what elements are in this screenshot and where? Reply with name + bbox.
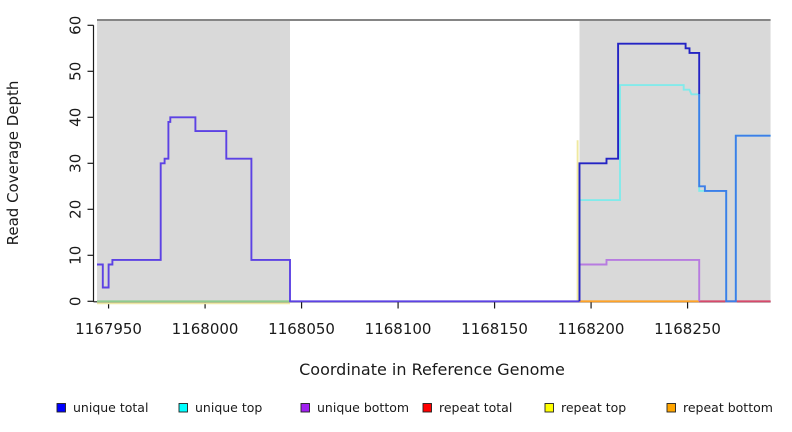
series-unique-total-line-3: [698, 94, 771, 303]
legend-marker-unique-bottom: [300, 403, 310, 413]
y-tick-label: 30: [67, 154, 85, 173]
legend-label-unique-bottom: unique bottom: [317, 400, 409, 415]
x-tick-label: 1168050: [268, 320, 335, 338]
legend-marker-unique-total: [56, 403, 66, 413]
y-tick-label: 50: [67, 62, 85, 81]
legend-marker-unique-top: [178, 403, 188, 413]
y-axis-title: Read Coverage Depth: [4, 81, 22, 246]
x-tick-label: 1168000: [172, 320, 239, 338]
x-tick-label: 1168200: [558, 320, 625, 338]
y-tick-label: 20: [67, 200, 85, 219]
legend-label-repeat-bottom: repeat bottom: [683, 400, 773, 415]
chart-generated-content: 0 10 20 30 40 50 60 1167950 1168000 1168050 116810…: [56, 16, 773, 415]
series-unique-total-line-2: [578, 42, 701, 302]
x-tick-label: 1168150: [461, 320, 528, 338]
legend-label-unique-total: unique total: [73, 400, 148, 415]
x-tick-label: 1167950: [75, 320, 142, 338]
legend-marker-repeat-top: [544, 403, 554, 413]
x-tick-label: 1168250: [654, 320, 721, 338]
y-tick-label: 60: [67, 16, 85, 35]
shaded-region-1: [97, 20, 290, 303]
x-tick-label: 1168100: [365, 320, 432, 338]
y-tick-label: 0: [67, 297, 85, 307]
y-tick-label: 40: [67, 108, 85, 127]
series-unique-total-line-1: [97, 116, 580, 303]
legend-label-repeat-total: repeat total: [439, 400, 512, 415]
legend-label-unique-top: unique top: [195, 400, 262, 415]
legend-marker-repeat-bottom: [666, 403, 676, 413]
shaded-region-2: [579, 20, 771, 303]
x-axis-title: Coordinate in Reference Genome: [299, 360, 565, 379]
y-tick-label: 10: [67, 246, 85, 265]
legend-marker-repeat-total: [422, 403, 432, 413]
legend-label-repeat-top: repeat top: [561, 400, 626, 415]
